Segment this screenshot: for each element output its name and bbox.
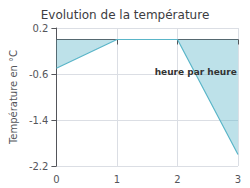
svg-text:1: 1 — [114, 174, 120, 185]
svg-text:3: 3 — [235, 174, 241, 185]
svg-text:-2.2: -2.2 — [29, 161, 49, 172]
svg-text:Température en °C: Température en °C — [8, 50, 19, 145]
svg-text:-0.6: -0.6 — [29, 69, 49, 80]
svg-text:-1.4: -1.4 — [29, 115, 49, 126]
svg-text:0.2: 0.2 — [33, 23, 49, 34]
svg-text:Evolution de la température: Evolution de la température — [41, 8, 210, 22]
svg-text:0: 0 — [53, 174, 59, 185]
svg-text:2: 2 — [174, 174, 180, 185]
svg-text:heure par heure: heure par heure — [155, 67, 237, 77]
